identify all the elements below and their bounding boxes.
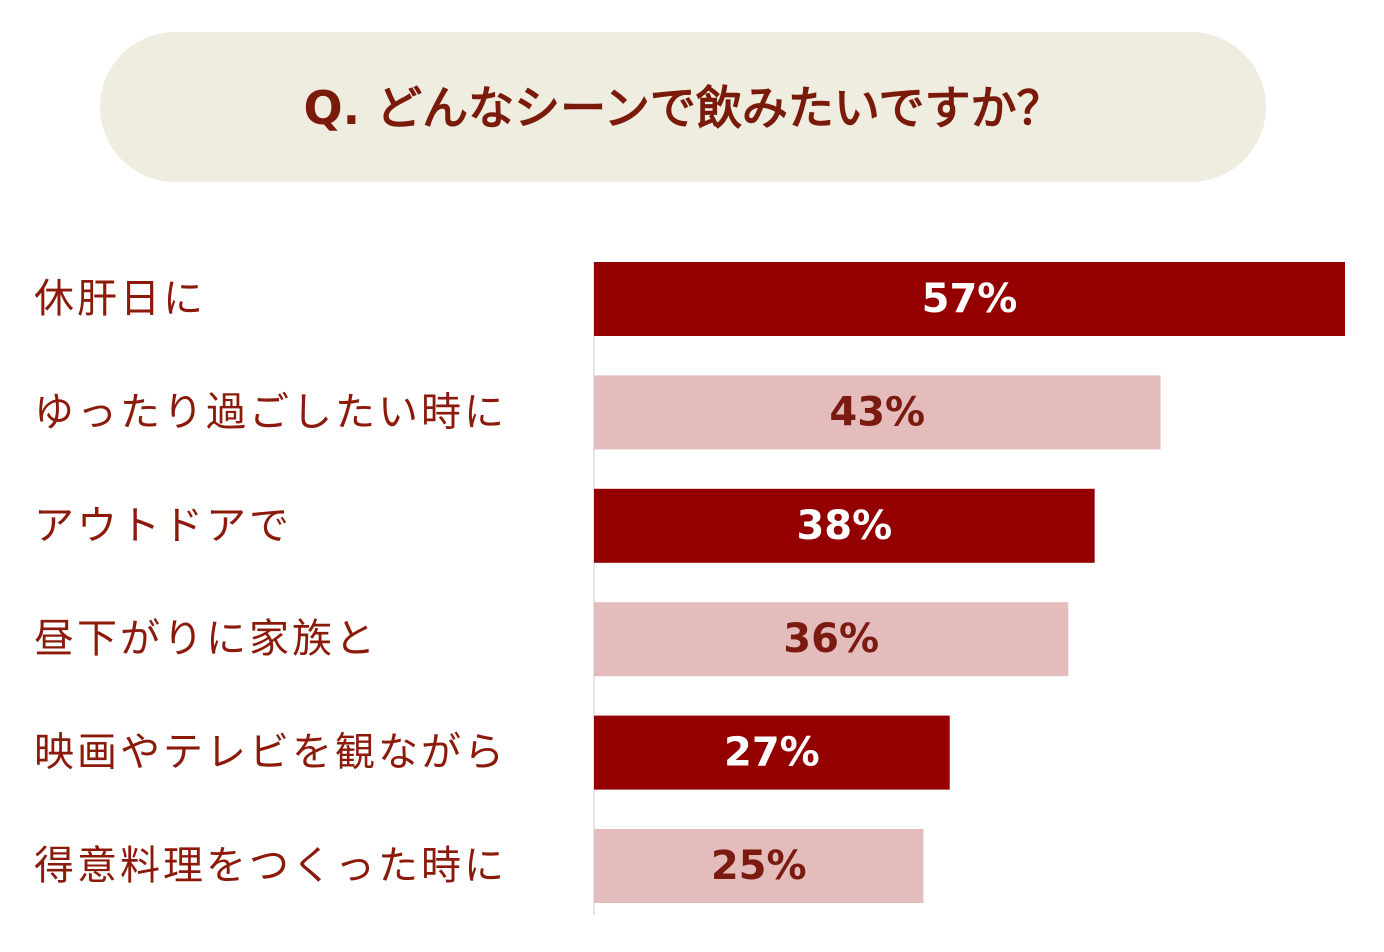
category-label: 映画やテレビを観ながら — [34, 730, 507, 776]
bar — [594, 715, 950, 790]
title-pill — [100, 32, 1266, 182]
category-label: ゆったり過ごしたい時に — [34, 389, 507, 435]
bar — [594, 375, 1161, 450]
category-label: アウトドアで — [34, 503, 292, 549]
value-label: 57% — [922, 276, 1018, 322]
category-label: 休肝日に — [34, 276, 206, 322]
value-label: 38% — [796, 503, 892, 549]
bar — [594, 829, 924, 903]
category-label: 昼下がりに家族と — [34, 616, 378, 662]
value-label: 36% — [783, 616, 879, 662]
value-label: 25% — [711, 843, 807, 889]
chart-title: Q. どんなシーンで飲みたいですか？ — [304, 81, 1063, 135]
category-label: 得意料理をつくった時に — [34, 843, 507, 889]
bar — [594, 488, 1095, 563]
value-label: 43% — [829, 389, 925, 435]
value-label: 27% — [724, 730, 820, 776]
bar — [594, 262, 1345, 336]
bar — [594, 602, 1069, 677]
